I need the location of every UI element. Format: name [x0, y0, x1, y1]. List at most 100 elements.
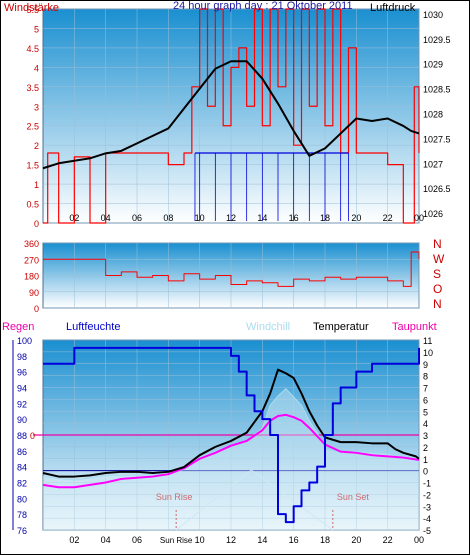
temperature-tick-label: -1: [423, 479, 431, 489]
sun-rise-tick-label: Sun Rise: [160, 536, 193, 545]
wind-tick-label: 4.5: [26, 44, 39, 54]
temperature-time-tick: 22: [383, 535, 393, 545]
wind-speed-line: [43, 8, 420, 224]
legend-temperatur: Temperatur: [313, 321, 369, 333]
temperature-time-tick: 00: [414, 535, 424, 545]
time-tick-label: 20: [351, 213, 361, 223]
compass-label: N: [433, 237, 442, 251]
temperature-time-tick: 04: [101, 535, 111, 545]
humidity-axis-ticks: 76 78 80 82 84 86 88 90 92 94 96 98 100: [12, 336, 32, 536]
wind-axis-ticks: 0 0.5 1 1.5 2 2.5 3 3.5 4 4.5 5 5.5: [26, 5, 39, 229]
pressure-tick-label: 1026.5: [423, 184, 451, 194]
humidity-tick-label: 76: [17, 526, 27, 536]
temperature-time-tick: 06: [132, 535, 142, 545]
wind-tick-label: 3.5: [26, 83, 39, 93]
wind-tick-label: 5: [34, 24, 39, 34]
pressure-tick-label: 1028.5: [423, 85, 451, 95]
direction-axis-ticks: 0 90 180 270 360: [24, 239, 39, 314]
direction-tick-label: 180: [24, 272, 39, 282]
wind-direction-line: [43, 251, 420, 287]
pressure-tick-label: 1028: [423, 110, 443, 120]
rain-zero-label: 0: [30, 431, 35, 441]
humidity-tick-label: 84: [17, 463, 27, 473]
wind-axis-title: Windstärke: [4, 2, 59, 14]
time-tick-label: 12: [226, 213, 236, 223]
temperature-tick-label: 4: [423, 419, 428, 429]
temperature-tick-label: -5: [423, 526, 431, 536]
temperature-time-tick: 02: [69, 535, 79, 545]
humidity-tick-label: 100: [17, 336, 32, 346]
humidity-tick-label: 92: [17, 399, 27, 409]
sun-rise-label: Sun Rise: [156, 492, 193, 502]
time-tick-label: 22: [383, 213, 393, 223]
temperature-time-tick: 20: [351, 535, 361, 545]
temperature-line: [42, 368, 420, 478]
humidity-tick-label: 88: [17, 431, 27, 441]
temperature-tick-label: 11: [423, 336, 432, 346]
dewpoint-line: [42, 413, 420, 489]
pressure-tick-label: 1027: [423, 159, 443, 169]
wind-x-ticks: 02 04 06 08 10 12 14 16 18 20 22 00: [69, 213, 424, 223]
legend-taupunkt: Taupunkt: [392, 321, 437, 333]
humidity-tick-label: 98: [17, 352, 27, 362]
time-tick-label: 00: [414, 213, 424, 223]
compass-label: O: [433, 282, 442, 296]
wind-tick-label: 4: [34, 63, 39, 73]
time-tick-label: 10: [195, 213, 205, 223]
temperature-tick-label: 5: [423, 407, 428, 417]
humidity-tick-label: 94: [17, 384, 27, 394]
humidity-tick-label: 80: [17, 494, 27, 504]
humidity-tick-label: 90: [17, 415, 27, 425]
direction-tick-label: 0: [34, 304, 39, 314]
page-title: 24 hour graph day : 21 Oktober 2011: [173, 0, 353, 12]
temperature-tick-label: 6: [423, 395, 428, 405]
time-tick-label: 08: [163, 213, 173, 223]
temperature-tick-label: 3: [423, 431, 428, 441]
legend-luftfeuchte: Luftfeuchte: [66, 321, 120, 333]
time-tick-label: 18: [320, 213, 330, 223]
time-tick-label: 16: [289, 213, 299, 223]
temperature-time-tick: 14: [257, 535, 267, 545]
temperature-tick-label: 9: [423, 360, 428, 370]
temperature-tick-label: -2: [423, 490, 431, 500]
pressure-axis-ticks: 1026 1026.5 1027 1027.5 1028 1028.5 1029 1029.5…: [423, 10, 451, 219]
time-tick-label: 04: [101, 213, 111, 223]
sun-markers: Sun Rise Sun Set: [156, 469, 369, 531]
temperature-tick-label: 1: [423, 455, 428, 465]
temperature-tick-label: 7: [423, 384, 428, 394]
direction-tick-label: 90: [29, 288, 39, 298]
humidity-tick-label: 96: [17, 368, 27, 378]
time-tick-label: 02: [69, 213, 79, 223]
temperature-x-ticks: 02 04 06 10 12 14 16 18 20 22 00 Sun Rise: [69, 535, 424, 545]
humidity-tick-label: 86: [17, 447, 27, 457]
compass-label: W: [433, 252, 445, 266]
wind-tick-label: 2.5: [26, 122, 39, 132]
pressure-series: [42, 60, 420, 170]
temperature-series-group: [42, 346, 420, 530]
direction-tick-label: 270: [24, 255, 39, 265]
temperature-tick-label: 2: [423, 443, 428, 453]
wind-pressure-panel: 00.511.522.533.544.555.5 10261026.510271…: [4, 0, 451, 229]
humidity-tick-label: 78: [17, 510, 27, 520]
temperature-time-tick: 12: [226, 535, 236, 545]
temperature-axis-ticks: -5 -4 -3 -2-1 0 1 2 3 4 5 67 8 9 10 11: [423, 336, 433, 536]
pressure-line: [42, 60, 420, 170]
wind-speed-series: [43, 8, 420, 224]
wind-tick-label: 2: [34, 141, 39, 151]
pressure-tick-label: 1027.5: [423, 134, 451, 144]
time-tick-label: 14: [257, 213, 267, 223]
temperature-tick-label: 8: [423, 372, 428, 382]
legend-windchill: Windchill: [246, 321, 290, 333]
temperature-tick-label: -3: [423, 502, 431, 512]
humidity-tick-label: 82: [17, 479, 27, 489]
wind-tick-label: 5.5: [26, 5, 39, 15]
pressure-axis-title: Luftdruck: [370, 2, 416, 14]
temperature-time-tick: 10: [195, 535, 205, 545]
time-tick-label: 06: [132, 213, 142, 223]
temperature-tick-label: -4: [423, 514, 431, 524]
pressure-tick-label: 1030: [423, 10, 443, 20]
wind-tick-label: 0: [34, 219, 39, 229]
